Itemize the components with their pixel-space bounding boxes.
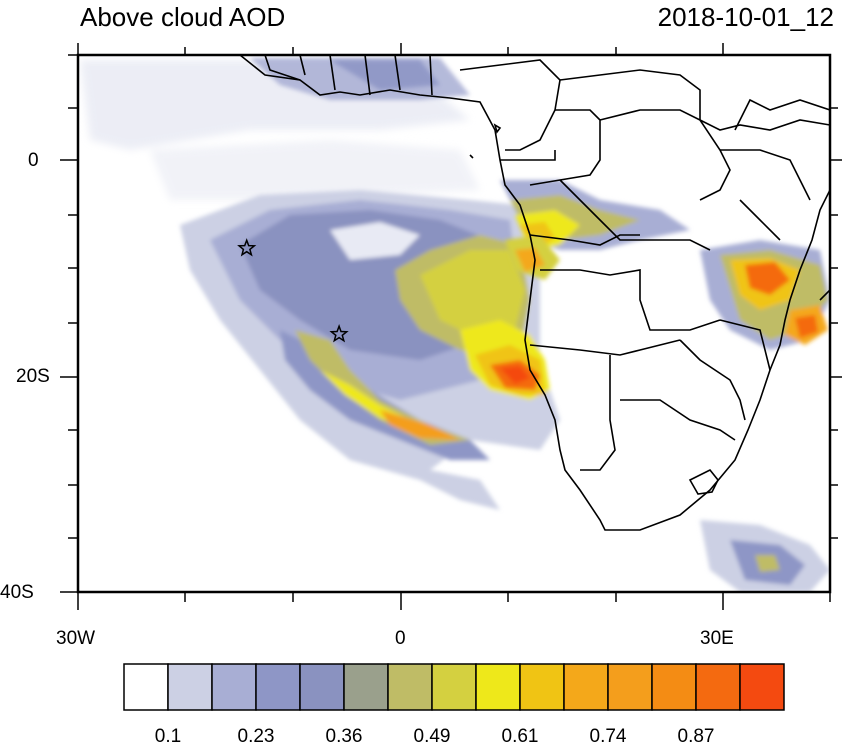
lat-label-0: 0 — [28, 150, 39, 171]
colorbar-swatch-13 — [651, 663, 697, 711]
colorbar-swatch-10 — [519, 663, 565, 711]
star-marker-1 — [237, 238, 257, 257]
markers — [237, 238, 349, 343]
lon-label-0: 0 — [395, 628, 406, 649]
colorbar-swatch-11 — [563, 663, 609, 711]
colorbar-tick-label: 0.36 — [325, 726, 363, 747]
axis-ticks — [60, 43, 842, 610]
colorbar-swatch-7 — [387, 663, 433, 711]
colorbar-swatch-4 — [255, 663, 301, 711]
colorbar-swatch-3 — [211, 663, 257, 711]
lon-label-30w: 30W — [56, 628, 96, 649]
colorbar-swatch-2 — [167, 663, 213, 711]
lon-label-30e: 30E — [700, 628, 734, 649]
colorbar-tick-label: 0.87 — [677, 726, 715, 747]
colorbar-swatch-12 — [607, 663, 653, 711]
colorbar-swatch-8 — [431, 663, 477, 711]
colorbar-swatch-9 — [475, 663, 521, 711]
colorbar-swatch-15 — [739, 663, 785, 711]
colorbar-swatch-5 — [299, 663, 345, 711]
colorbar-swatch-1 — [123, 663, 169, 711]
colorbar — [123, 663, 785, 711]
lat-label-20s: 20S — [16, 366, 50, 387]
star-marker-2 — [329, 324, 349, 343]
timestamp: 2018-10-01_12 — [657, 2, 834, 32]
colorbar-swatch-14 — [695, 663, 741, 711]
colorbar-tick-label: 0.23 — [237, 726, 275, 747]
aod-field — [80, 55, 830, 592]
coastlines — [239, 55, 830, 531]
colorbar-tick-label: 0.74 — [589, 726, 627, 747]
lat-label-40s: 40S — [0, 582, 34, 603]
colorbar-tick-label: 0.61 — [501, 726, 539, 747]
colorbar-tick-label: 0.49 — [413, 726, 451, 747]
colorbar-swatch-6 — [343, 663, 389, 711]
map-title: Above cloud AOD — [80, 2, 286, 32]
colorbar-tick-label: 0.1 — [154, 726, 182, 747]
